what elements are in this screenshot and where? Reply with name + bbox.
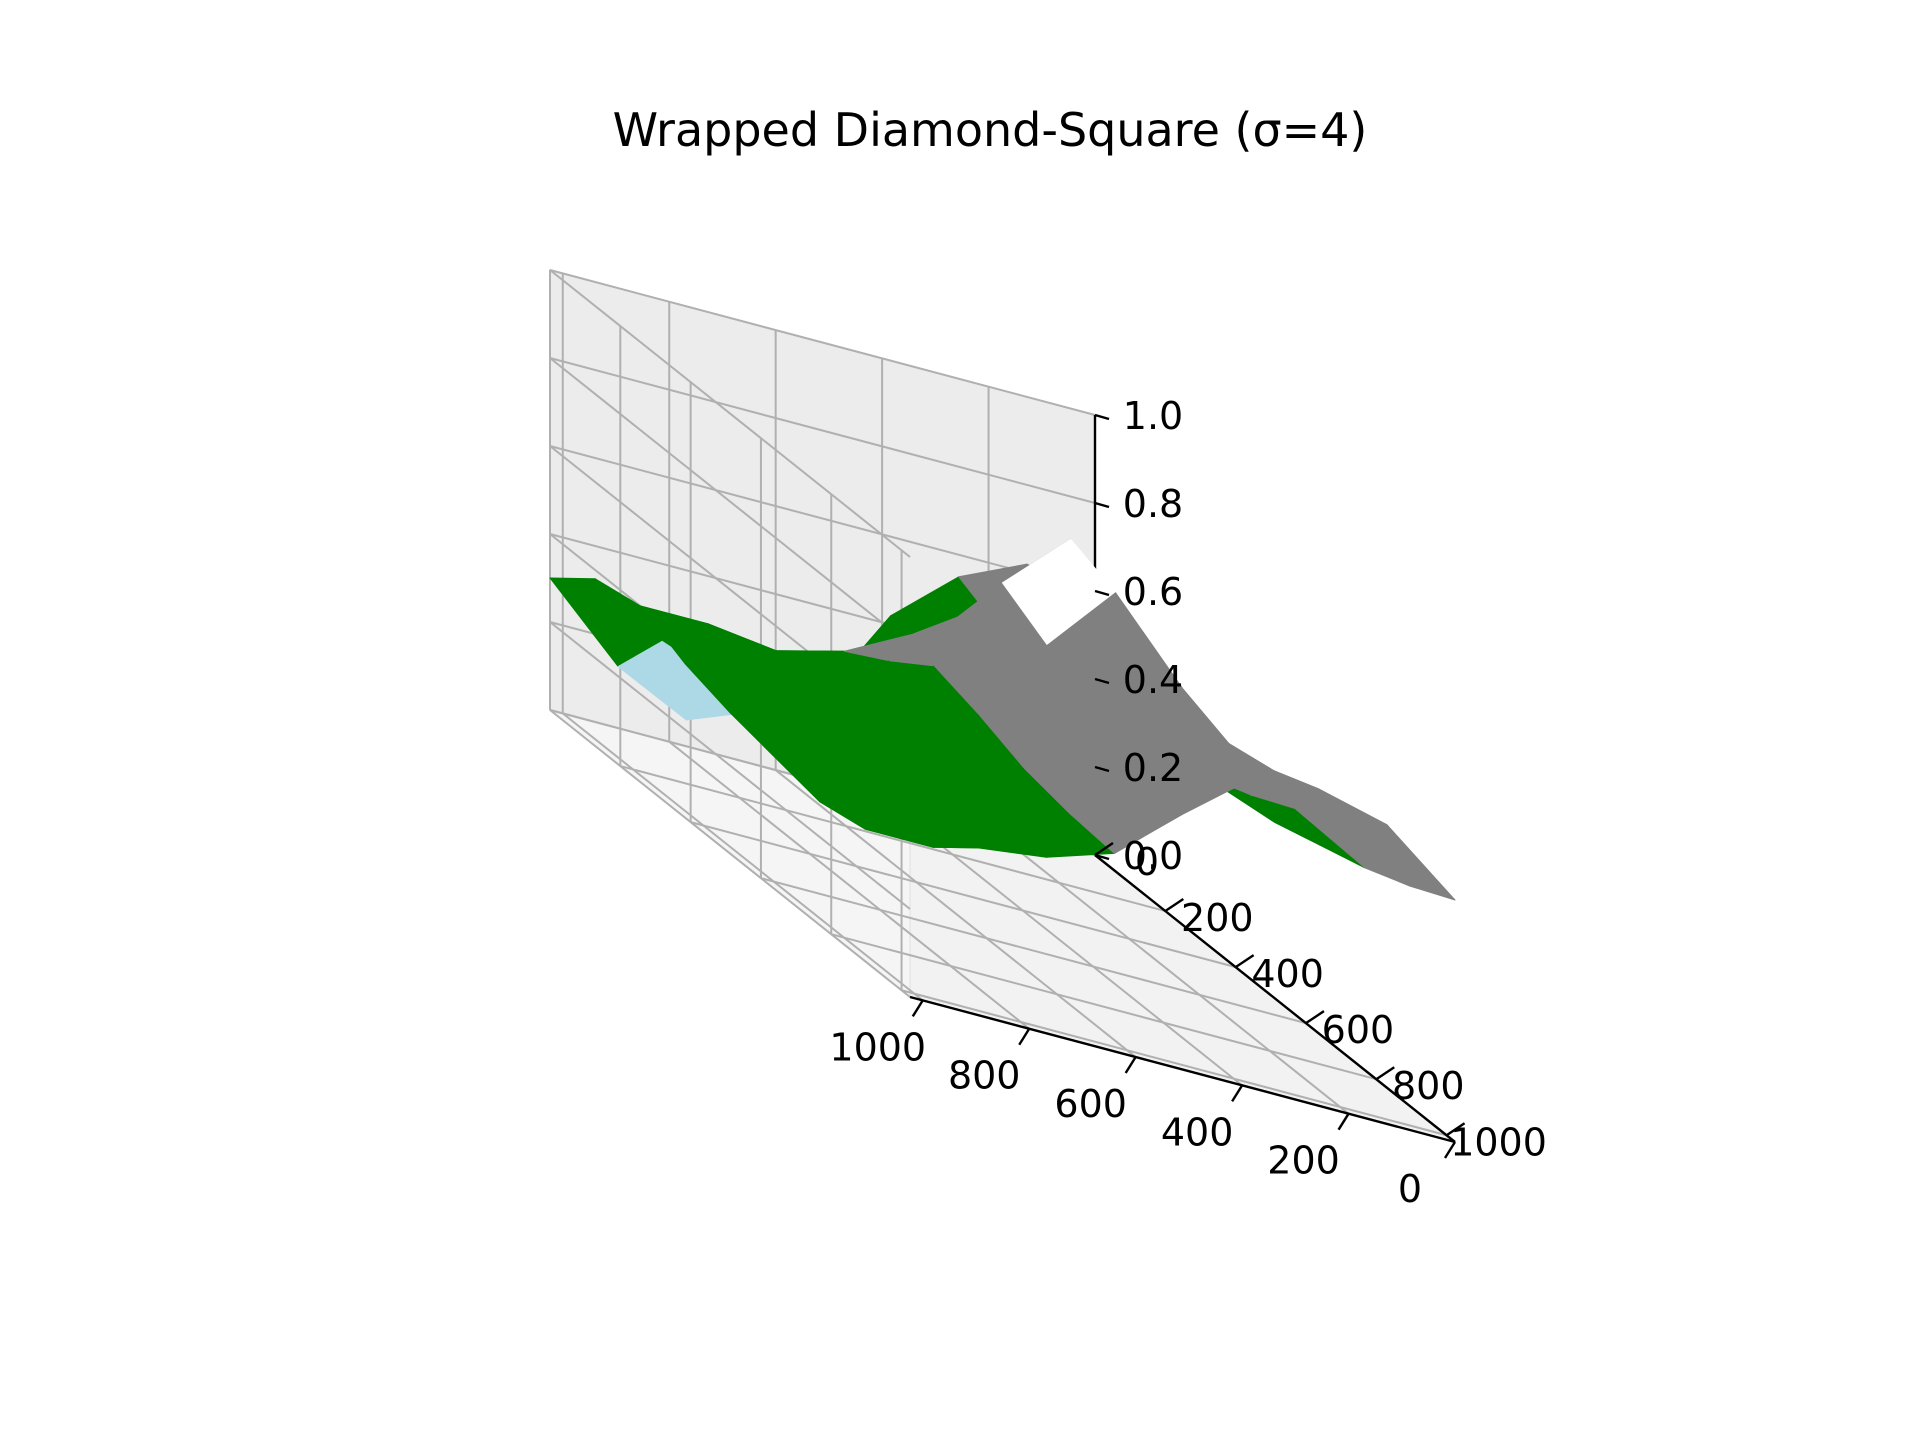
grid-line-x-floor	[562, 712, 924, 1002]
grid-line-z-back	[549, 357, 1096, 504]
surface-plot	[549, 538, 1456, 901]
grid-line-z-left	[549, 357, 911, 646]
grid-line-y-floor	[690, 821, 1236, 969]
x-tick-label: 200	[1267, 1139, 1340, 1183]
axis-ticks: 0 200 400 600 800 1000 0 200 400 600 800 1000 0.0 0.2…	[829, 394, 1547, 1211]
y-tick-label: 400	[1251, 952, 1324, 996]
grid-line-z-left	[549, 709, 911, 998]
x-tick-mark	[1443, 1141, 1457, 1159]
y-tick-label: 200	[1181, 896, 1254, 940]
y-tick-label: 600	[1322, 1008, 1395, 1052]
grid-line-z-left	[549, 621, 911, 910]
y-tick-mark	[1164, 898, 1184, 913]
x-tick-mark	[1124, 1056, 1137, 1074]
y-tick-mark	[1445, 1122, 1466, 1137]
z-tick-label: 1.0	[1123, 394, 1183, 438]
surface-patch	[1341, 814, 1456, 901]
y-tick-label: 0	[1135, 840, 1159, 884]
grid-line-x-floor	[668, 740, 1030, 1030]
y-axis-line	[1094, 854, 1456, 1143]
y-tick-mark	[1094, 842, 1114, 856]
y-tick-mark	[1375, 1066, 1395, 1081]
z-tick-label: 0.8	[1123, 482, 1183, 526]
z-tick-mark	[1094, 853, 1110, 861]
z-tick-label: 0.2	[1123, 746, 1183, 790]
z-tick-mark	[1094, 413, 1110, 421]
grid-line-x-floor	[775, 769, 1137, 1058]
x-tick-label: 1000	[829, 1025, 926, 1069]
chart-title: Wrapped Diamond-Square (σ=4)	[613, 103, 1368, 157]
x-tick-mark	[1231, 1084, 1244, 1102]
z-tick-label: 0.4	[1123, 658, 1183, 702]
grid-line-x-floor	[987, 825, 1350, 1115]
x-tick-label: 600	[1054, 1082, 1127, 1126]
x-tick-mark	[911, 999, 924, 1018]
z-tick-mark	[1094, 501, 1110, 509]
y-tick-mark	[1305, 1010, 1325, 1025]
grid-line-z-back	[549, 269, 1096, 416]
grid-line-z-back	[549, 445, 1096, 592]
x-tick-mark	[1337, 1113, 1350, 1131]
grid-line-y-floor	[830, 933, 1377, 1081]
grid-line-y-floor	[760, 877, 1307, 1025]
z-tick-mark	[1094, 589, 1110, 597]
y-tick-mark	[1234, 954, 1255, 969]
grid-line-y-floor	[901, 989, 1447, 1137]
x-tick-mark	[1018, 1028, 1031, 1046]
z-tick-mark	[1094, 677, 1110, 685]
y-tick-label: 800	[1392, 1064, 1465, 1108]
z-tick-label: 0.0	[1123, 834, 1183, 878]
x-tick-label: 400	[1161, 1110, 1234, 1154]
z-tick-label: 0.6	[1123, 570, 1183, 614]
y-tick-label: 1000	[1450, 1120, 1547, 1164]
z-tick-mark	[1094, 765, 1110, 773]
x-axis-line	[909, 995, 1456, 1144]
x-tick-label: 800	[948, 1054, 1021, 1098]
grid-line-y-floor	[620, 765, 1166, 913]
x-tick-label: 0	[1398, 1167, 1422, 1211]
grid-line-z-left	[549, 269, 911, 558]
